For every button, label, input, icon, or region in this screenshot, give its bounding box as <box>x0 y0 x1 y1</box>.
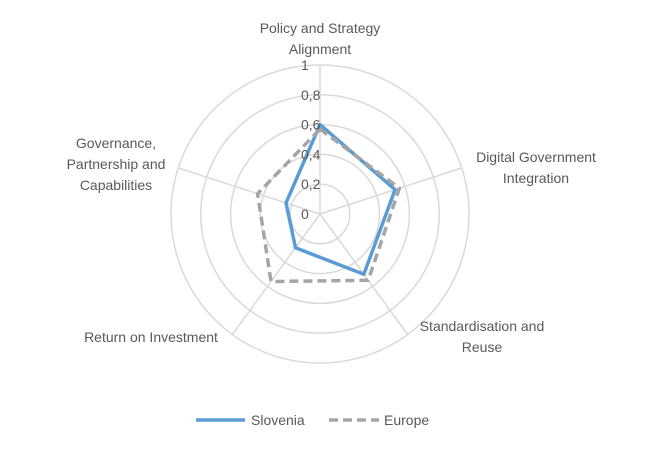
tick-label: 0 <box>301 206 309 222</box>
tick-label: 0,6 <box>301 117 321 133</box>
axis-spoke <box>320 168 462 214</box>
legend-label-slovenia: Slovenia <box>251 412 305 428</box>
legend-label-europe: Europe <box>384 412 429 428</box>
axis-spoke <box>232 214 320 335</box>
axis-label: Return on Investment <box>84 329 218 345</box>
tick-label: 0,2 <box>301 176 321 192</box>
tick-layer: 0 0,2 0,4 0,6 0,8 1 <box>301 57 321 222</box>
tick-label: 1 <box>301 57 309 73</box>
tick-label: 0,8 <box>301 87 321 103</box>
series-line-europe <box>258 129 400 281</box>
tick-label: 0,4 <box>301 146 321 162</box>
legend: Slovenia Europe <box>196 412 429 428</box>
